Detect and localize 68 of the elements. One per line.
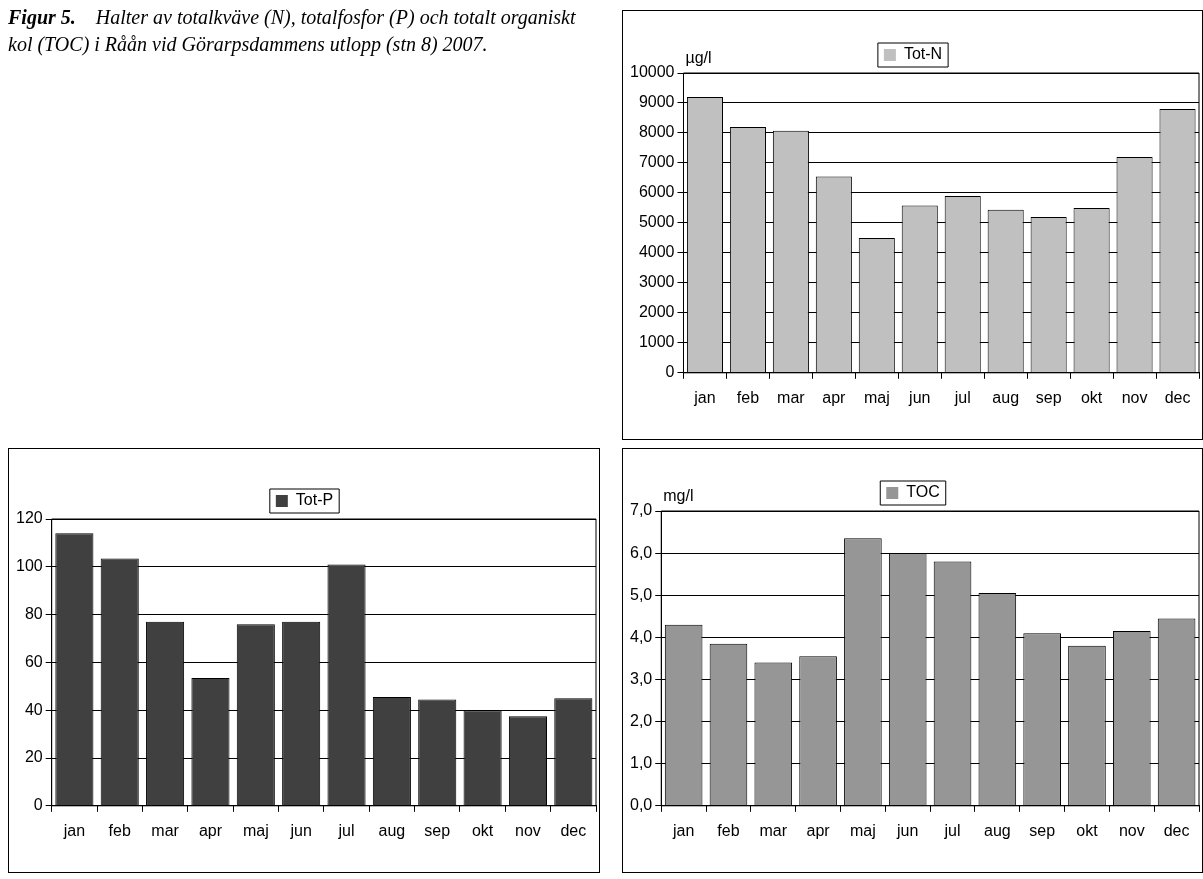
x-tick-label: jun bbox=[896, 821, 919, 839]
x-tick-label: feb bbox=[736, 388, 760, 406]
x-tick-label: okt bbox=[1076, 821, 1099, 839]
x-tick-label: feb bbox=[108, 821, 131, 839]
x-tick-label: nov bbox=[515, 821, 541, 839]
y-tick-label: 7,0 bbox=[629, 501, 653, 519]
x-tick-label: jul bbox=[953, 388, 971, 406]
x-tick-label: sep bbox=[1029, 821, 1056, 839]
y-tick-label: 0,0 bbox=[629, 796, 653, 814]
x-tick-label: maj bbox=[242, 821, 269, 839]
x-tick-label: mar bbox=[151, 821, 180, 839]
y-axis-title: µg/l bbox=[685, 49, 712, 67]
x-tick-label: apr bbox=[198, 821, 223, 839]
y-tick-label: 9000 bbox=[638, 93, 675, 111]
x-tick-label: dec bbox=[1163, 821, 1190, 839]
y-tick-label: 1,0 bbox=[629, 754, 653, 772]
legend-label: Tot-N bbox=[903, 45, 943, 63]
x-tick-label: jun bbox=[289, 821, 312, 839]
x-tick-label: sep bbox=[424, 821, 451, 839]
x-tick-label: maj bbox=[850, 821, 876, 839]
x-tick-label: aug bbox=[992, 388, 1020, 406]
y-tick-label: 0 bbox=[665, 363, 675, 381]
x-tick-label: nov bbox=[1121, 388, 1148, 406]
y-tick-label: 6,0 bbox=[629, 543, 653, 561]
x-tick-label: jan bbox=[671, 821, 695, 839]
x-tick-label: sep bbox=[1035, 388, 1062, 406]
y-tick-label: 5,0 bbox=[629, 585, 653, 603]
y-tick-label: 80 bbox=[24, 605, 43, 623]
y-axis-title: mg/l bbox=[663, 487, 694, 505]
x-tick-label: feb bbox=[717, 821, 740, 839]
x-tick-label: mar bbox=[777, 388, 806, 406]
y-tick-label: 3,0 bbox=[629, 669, 653, 687]
y-tick-label: 120 bbox=[15, 509, 43, 527]
text: Figur 5. Halter av totalkväve (N), totalfosfor (P) och totalt organiskt kol (TOC) i Råån vid Görarpsdammens utlopp (stn 8) 2007. bbox=[8, 5, 577, 58]
y-tick-label: 10000 bbox=[629, 63, 675, 81]
y-tick-label: 1000 bbox=[638, 333, 675, 351]
y-tick-label: 6000 bbox=[638, 183, 675, 201]
y-tick-label: 60 bbox=[24, 652, 43, 670]
y-tick-label: 40 bbox=[24, 700, 43, 718]
y-tick-label: 100 bbox=[15, 557, 43, 575]
x-tick-label: apr bbox=[806, 821, 831, 839]
x-tick-label: nov bbox=[1118, 821, 1145, 839]
y-tick-label: 3000 bbox=[638, 273, 675, 291]
x-tick-label: apr bbox=[822, 388, 847, 406]
x-tick-label: jan bbox=[62, 821, 86, 839]
legend-label: TOC bbox=[906, 483, 940, 501]
x-tick-label: dec bbox=[1164, 388, 1191, 406]
x-tick-label: jul bbox=[943, 821, 961, 839]
legend-label: Tot-P bbox=[295, 491, 334, 509]
x-tick-label: jan bbox=[693, 388, 716, 406]
y-tick-label: 2000 bbox=[638, 303, 675, 321]
y-tick-label: 0 bbox=[33, 796, 43, 814]
x-tick-label: mar bbox=[759, 821, 788, 839]
y-tick-label: 2,0 bbox=[629, 711, 653, 729]
x-tick-label: aug bbox=[983, 821, 1011, 839]
x-tick-label: jun bbox=[908, 388, 931, 406]
y-tick-label: 7000 bbox=[638, 153, 675, 171]
y-tick-label: 5000 bbox=[638, 213, 675, 231]
x-tick-label: jul bbox=[337, 821, 355, 839]
y-tick-label: 8000 bbox=[638, 123, 675, 141]
x-tick-label: dec bbox=[560, 821, 587, 839]
y-tick-label: 4,0 bbox=[629, 627, 653, 645]
y-tick-label: 4000 bbox=[638, 243, 675, 261]
x-tick-label: aug bbox=[378, 821, 406, 839]
x-tick-label: maj bbox=[863, 388, 890, 406]
y-tick-label: 20 bbox=[24, 748, 43, 766]
x-tick-label: okt bbox=[471, 821, 494, 839]
x-tick-label: okt bbox=[1080, 388, 1103, 406]
